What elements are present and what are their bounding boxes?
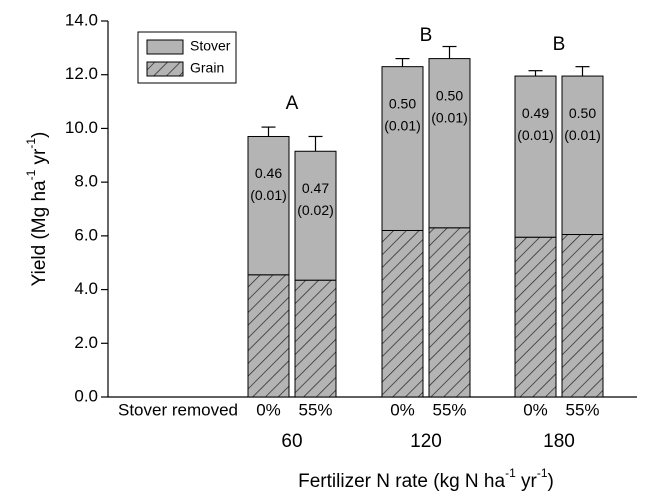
bar-segment — [428, 227, 471, 398]
y-tick-label: 10.0 — [65, 118, 98, 137]
legend: Stover Grain — [137, 31, 237, 84]
x-axis-title-part: ) — [548, 471, 554, 492]
error-bar — [528, 70, 543, 77]
y-axis-title-part: -1 — [24, 169, 38, 180]
group-letter: B — [420, 25, 433, 46]
x-tick-label: 0% — [390, 400, 415, 419]
x-axis-title: Fertilizer N rate (kg N ha-1 yr-1) — [298, 466, 554, 492]
x-axis-title-part: -1 — [505, 466, 516, 480]
x-axis-title-part: Fertilizer N rate (kg N ha — [298, 471, 505, 492]
bar-label: 0.50 — [389, 95, 416, 111]
bar-segment — [294, 150, 337, 281]
bar-segment — [294, 279, 337, 398]
error-bar — [395, 57, 410, 67]
group-letter: A — [286, 93, 299, 114]
bar-segment — [514, 236, 557, 398]
bar-segment — [381, 229, 424, 398]
x-tick-label: 55% — [565, 400, 599, 419]
y-axis-title: Yield (Mg ha-1 yr-1) — [24, 132, 50, 287]
legend-label: Grain — [190, 60, 224, 76]
category-axis-label: Stover removed — [118, 400, 238, 419]
legend-label: Stover — [190, 38, 231, 54]
y-tick-label: 12.0 — [65, 64, 98, 83]
bar-label: 0.49 — [522, 105, 549, 121]
bar-segment — [247, 274, 290, 398]
y-axis-title-part: -1 — [24, 138, 38, 149]
bar-segment — [381, 66, 424, 231]
bar-label: (0.01) — [517, 127, 554, 143]
bar-label: (0.01) — [564, 127, 601, 143]
error-bar — [261, 126, 276, 137]
group-letter: B — [553, 34, 566, 55]
x-tick-label: 0% — [256, 400, 281, 419]
group-label: 120 — [410, 431, 442, 452]
x-axis-title-part: -1 — [537, 466, 548, 480]
y-axis-title-part: ) — [29, 132, 50, 138]
error-bar — [442, 45, 457, 59]
group-label: 180 — [543, 431, 575, 452]
bar-segment — [428, 58, 471, 229]
x-axis-title-part: yr — [516, 471, 538, 492]
x-tick-label: 55% — [298, 400, 332, 419]
group-label: 60 — [281, 431, 302, 452]
bar-label: (0.02) — [297, 202, 334, 218]
y-axis-title-part: yr — [29, 148, 50, 170]
bar-segment — [247, 135, 290, 276]
bar-segment — [561, 75, 604, 236]
y-tick-label: 4.0 — [74, 279, 98, 298]
y-tick-label: 14.0 — [65, 10, 98, 29]
error-bar — [575, 66, 590, 77]
x-tick-label: 0% — [523, 400, 548, 419]
bar-label: 0.46 — [255, 165, 282, 181]
error-bar — [308, 135, 323, 152]
y-tick-label: 6.0 — [74, 225, 98, 244]
y-tick-label: 0.0 — [74, 386, 98, 405]
bar-segment — [514, 75, 557, 238]
bar-label: 0.47 — [302, 180, 329, 196]
bar-label: (0.01) — [431, 109, 468, 125]
y-tick-label: 2.0 — [74, 333, 98, 352]
y-tick-label: 8.0 — [74, 172, 98, 191]
bar-label: 0.50 — [569, 105, 596, 121]
y-axis-title-part: Yield (Mg ha — [29, 180, 50, 286]
bar-label: (0.01) — [384, 117, 421, 133]
legend-swatch — [146, 39, 184, 55]
x-tick-label: 55% — [432, 400, 466, 419]
bar-segment — [561, 234, 604, 398]
bar-label: 0.50 — [436, 87, 463, 103]
legend-swatch — [146, 61, 184, 77]
bar-label: (0.01) — [250, 187, 287, 203]
